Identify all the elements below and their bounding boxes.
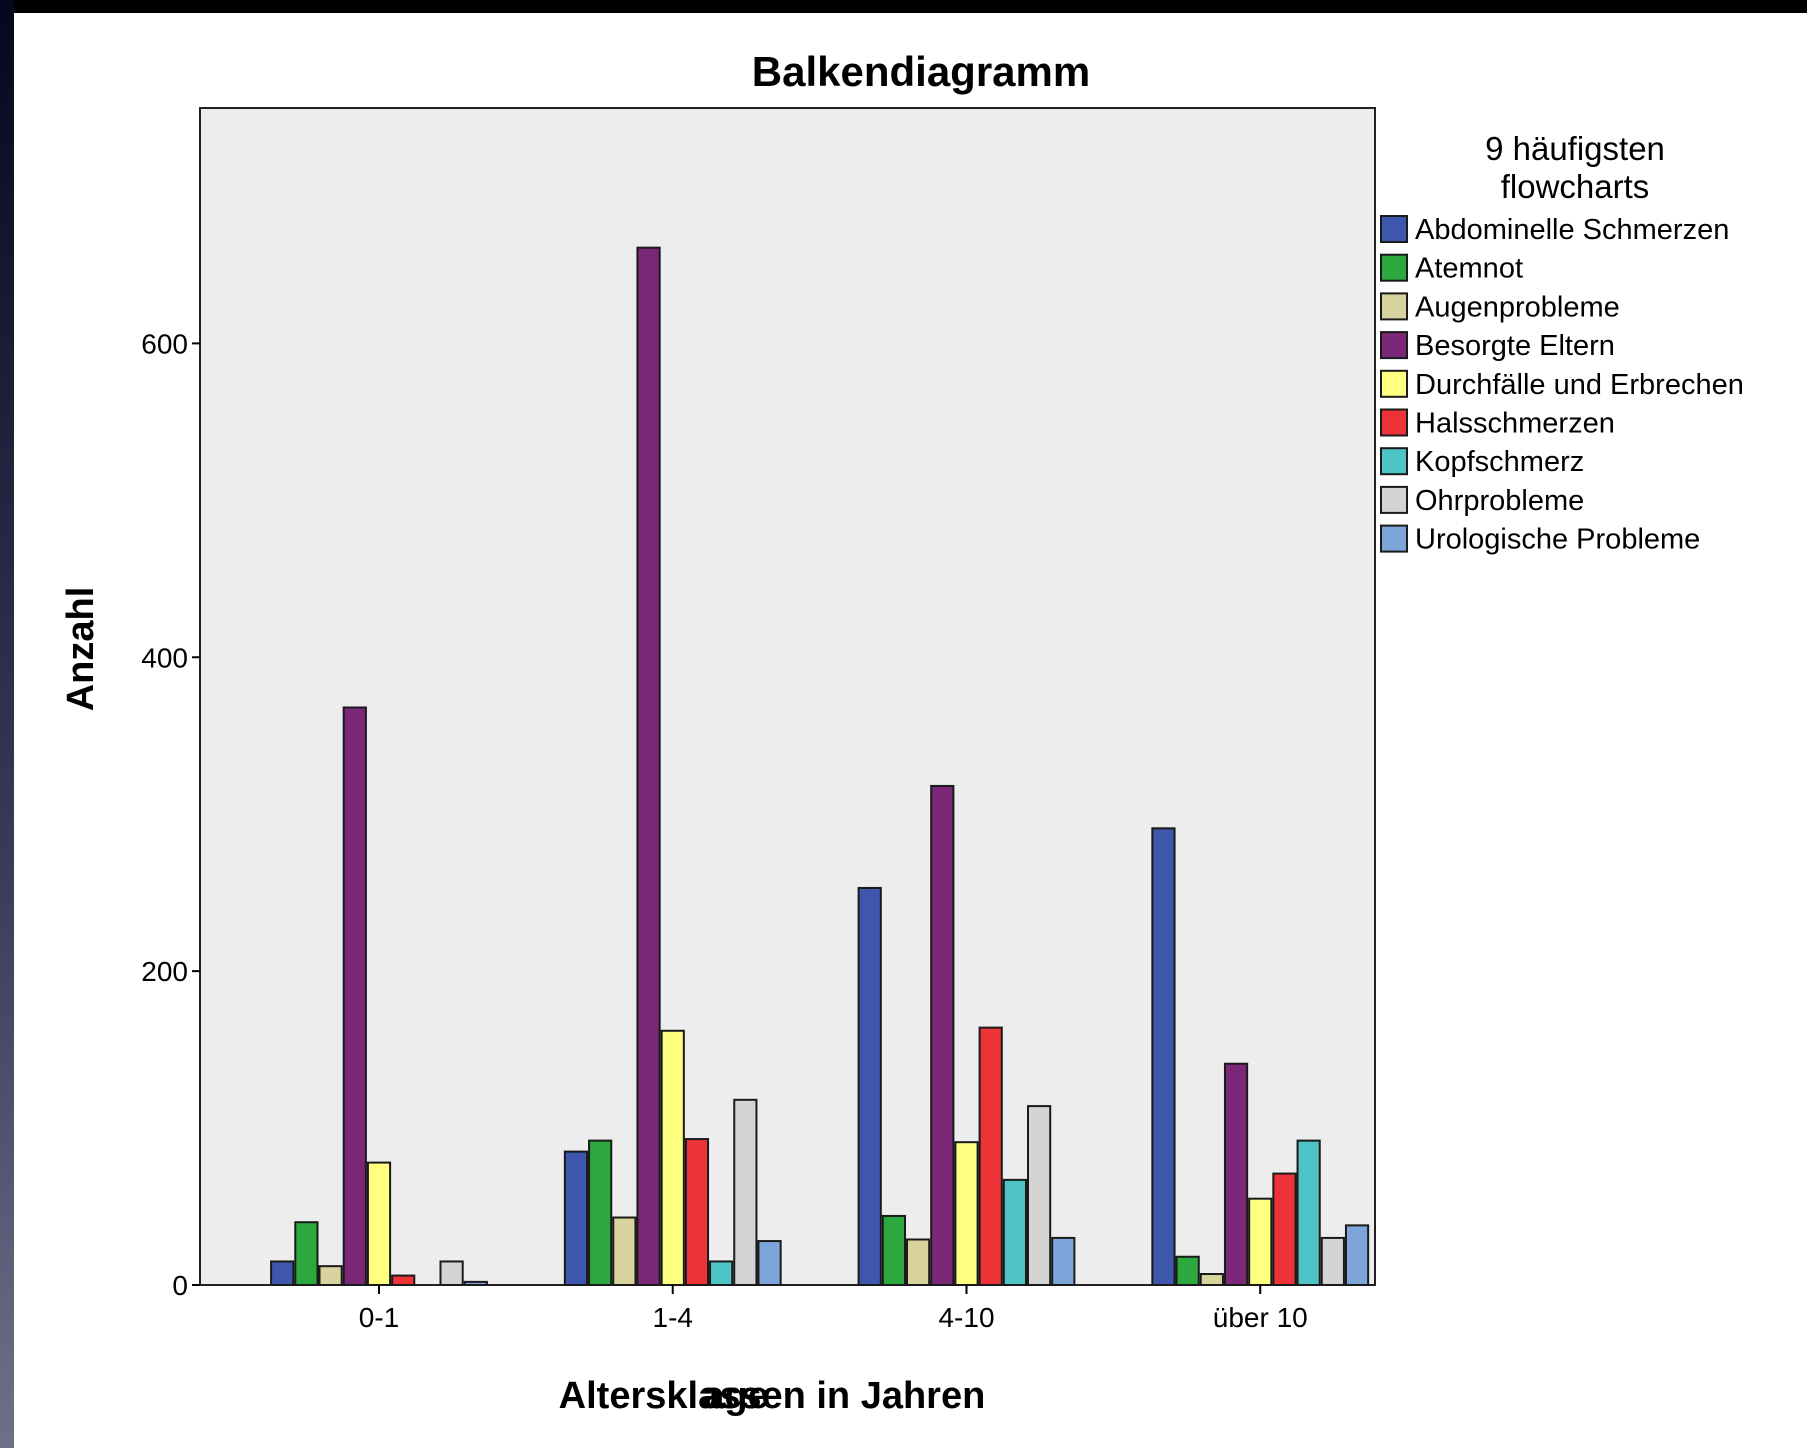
bar <box>881 1214 906 1287</box>
legend-swatch <box>1380 253 1408 282</box>
bar <box>1272 1172 1297 1287</box>
bar <box>612 1216 637 1287</box>
legend-label: Besorgte Eltern <box>1415 330 1615 362</box>
bar <box>318 1265 343 1286</box>
y-tick-label: 0 <box>172 1270 188 1301</box>
bar <box>439 1260 464 1286</box>
legend-swatch <box>1380 369 1408 398</box>
bar <box>1199 1273 1224 1286</box>
legend-label: Abdominelle Schmerzen <box>1415 214 1729 246</box>
x-tick-label: 1-4 <box>653 1302 693 1333</box>
legend-label: Augenprobleme <box>1415 291 1620 323</box>
y-tick-label: 200 <box>141 956 188 987</box>
bar <box>1151 827 1176 1286</box>
bar <box>391 1274 416 1286</box>
x-tick-label: 4-10 <box>938 1302 994 1333</box>
bar <box>1051 1236 1076 1287</box>
bar <box>906 1238 931 1287</box>
bar <box>930 784 955 1287</box>
bar <box>294 1221 319 1287</box>
legend-swatch <box>1380 524 1408 553</box>
legend-label: Durchfälle und Erbrechen <box>1415 369 1744 401</box>
left-edge-band <box>0 0 14 1448</box>
bar <box>1002 1178 1027 1286</box>
bar <box>1344 1224 1370 1287</box>
y-tick-label: 600 <box>141 328 188 359</box>
legend-swatch <box>1380 215 1408 243</box>
legend-label: Kopfschmerz <box>1415 446 1584 478</box>
x-tick-label: über 10 <box>1213 1302 1308 1333</box>
bar <box>636 246 661 1287</box>
y-tick-label: 400 <box>141 642 188 673</box>
bar <box>684 1138 710 1286</box>
chart-title: Balkendiagramm <box>752 48 1090 95</box>
legend-swatch <box>1380 292 1408 321</box>
legend-title: flowcharts <box>1501 168 1650 205</box>
bar <box>1223 1062 1249 1286</box>
bar <box>757 1240 782 1287</box>
legend-swatch <box>1380 331 1408 360</box>
legend-label: Atemnot <box>1415 253 1523 285</box>
bar <box>270 1260 295 1286</box>
bar <box>709 1260 734 1286</box>
bar <box>1320 1236 1345 1287</box>
legend-label: Urologische Probleme <box>1415 524 1700 556</box>
x-axis-title: Altersklassen in Jahren <box>559 1375 986 1417</box>
y-axis-title: Anzahl <box>60 587 102 712</box>
plot-area <box>199 107 1376 1286</box>
bar <box>1248 1197 1273 1286</box>
legend-swatch <box>1380 447 1408 476</box>
chart-panel: Balkendiagramm 0 200 400 600 0-1 1-4 4-10 über 1… <box>14 13 1807 1448</box>
bar <box>1175 1255 1200 1286</box>
bar <box>588 1139 613 1286</box>
legend-title: 9 häufigsten <box>1485 130 1665 167</box>
bar <box>954 1141 979 1286</box>
x-axis-title-overlap: age <box>703 1375 768 1417</box>
legend-swatch <box>1380 485 1408 514</box>
bar <box>978 1026 1003 1286</box>
legend-label: Halsschmerzen <box>1415 408 1615 440</box>
bar-chart: Balkendiagramm 0 200 400 600 0-1 1-4 4-10 über 1… <box>60 48 1744 1417</box>
bar <box>563 1150 589 1287</box>
legend-label: Ohrprobleme <box>1415 485 1584 517</box>
bar <box>463 1280 488 1286</box>
bar <box>733 1098 758 1287</box>
bar <box>857 886 882 1286</box>
bar <box>1027 1105 1052 1286</box>
bar <box>366 1161 392 1287</box>
bar <box>1296 1139 1321 1286</box>
x-tick-label: 0-1 <box>359 1302 399 1333</box>
bar <box>660 1029 685 1286</box>
legend-swatch <box>1380 408 1408 437</box>
bar <box>342 706 367 1286</box>
